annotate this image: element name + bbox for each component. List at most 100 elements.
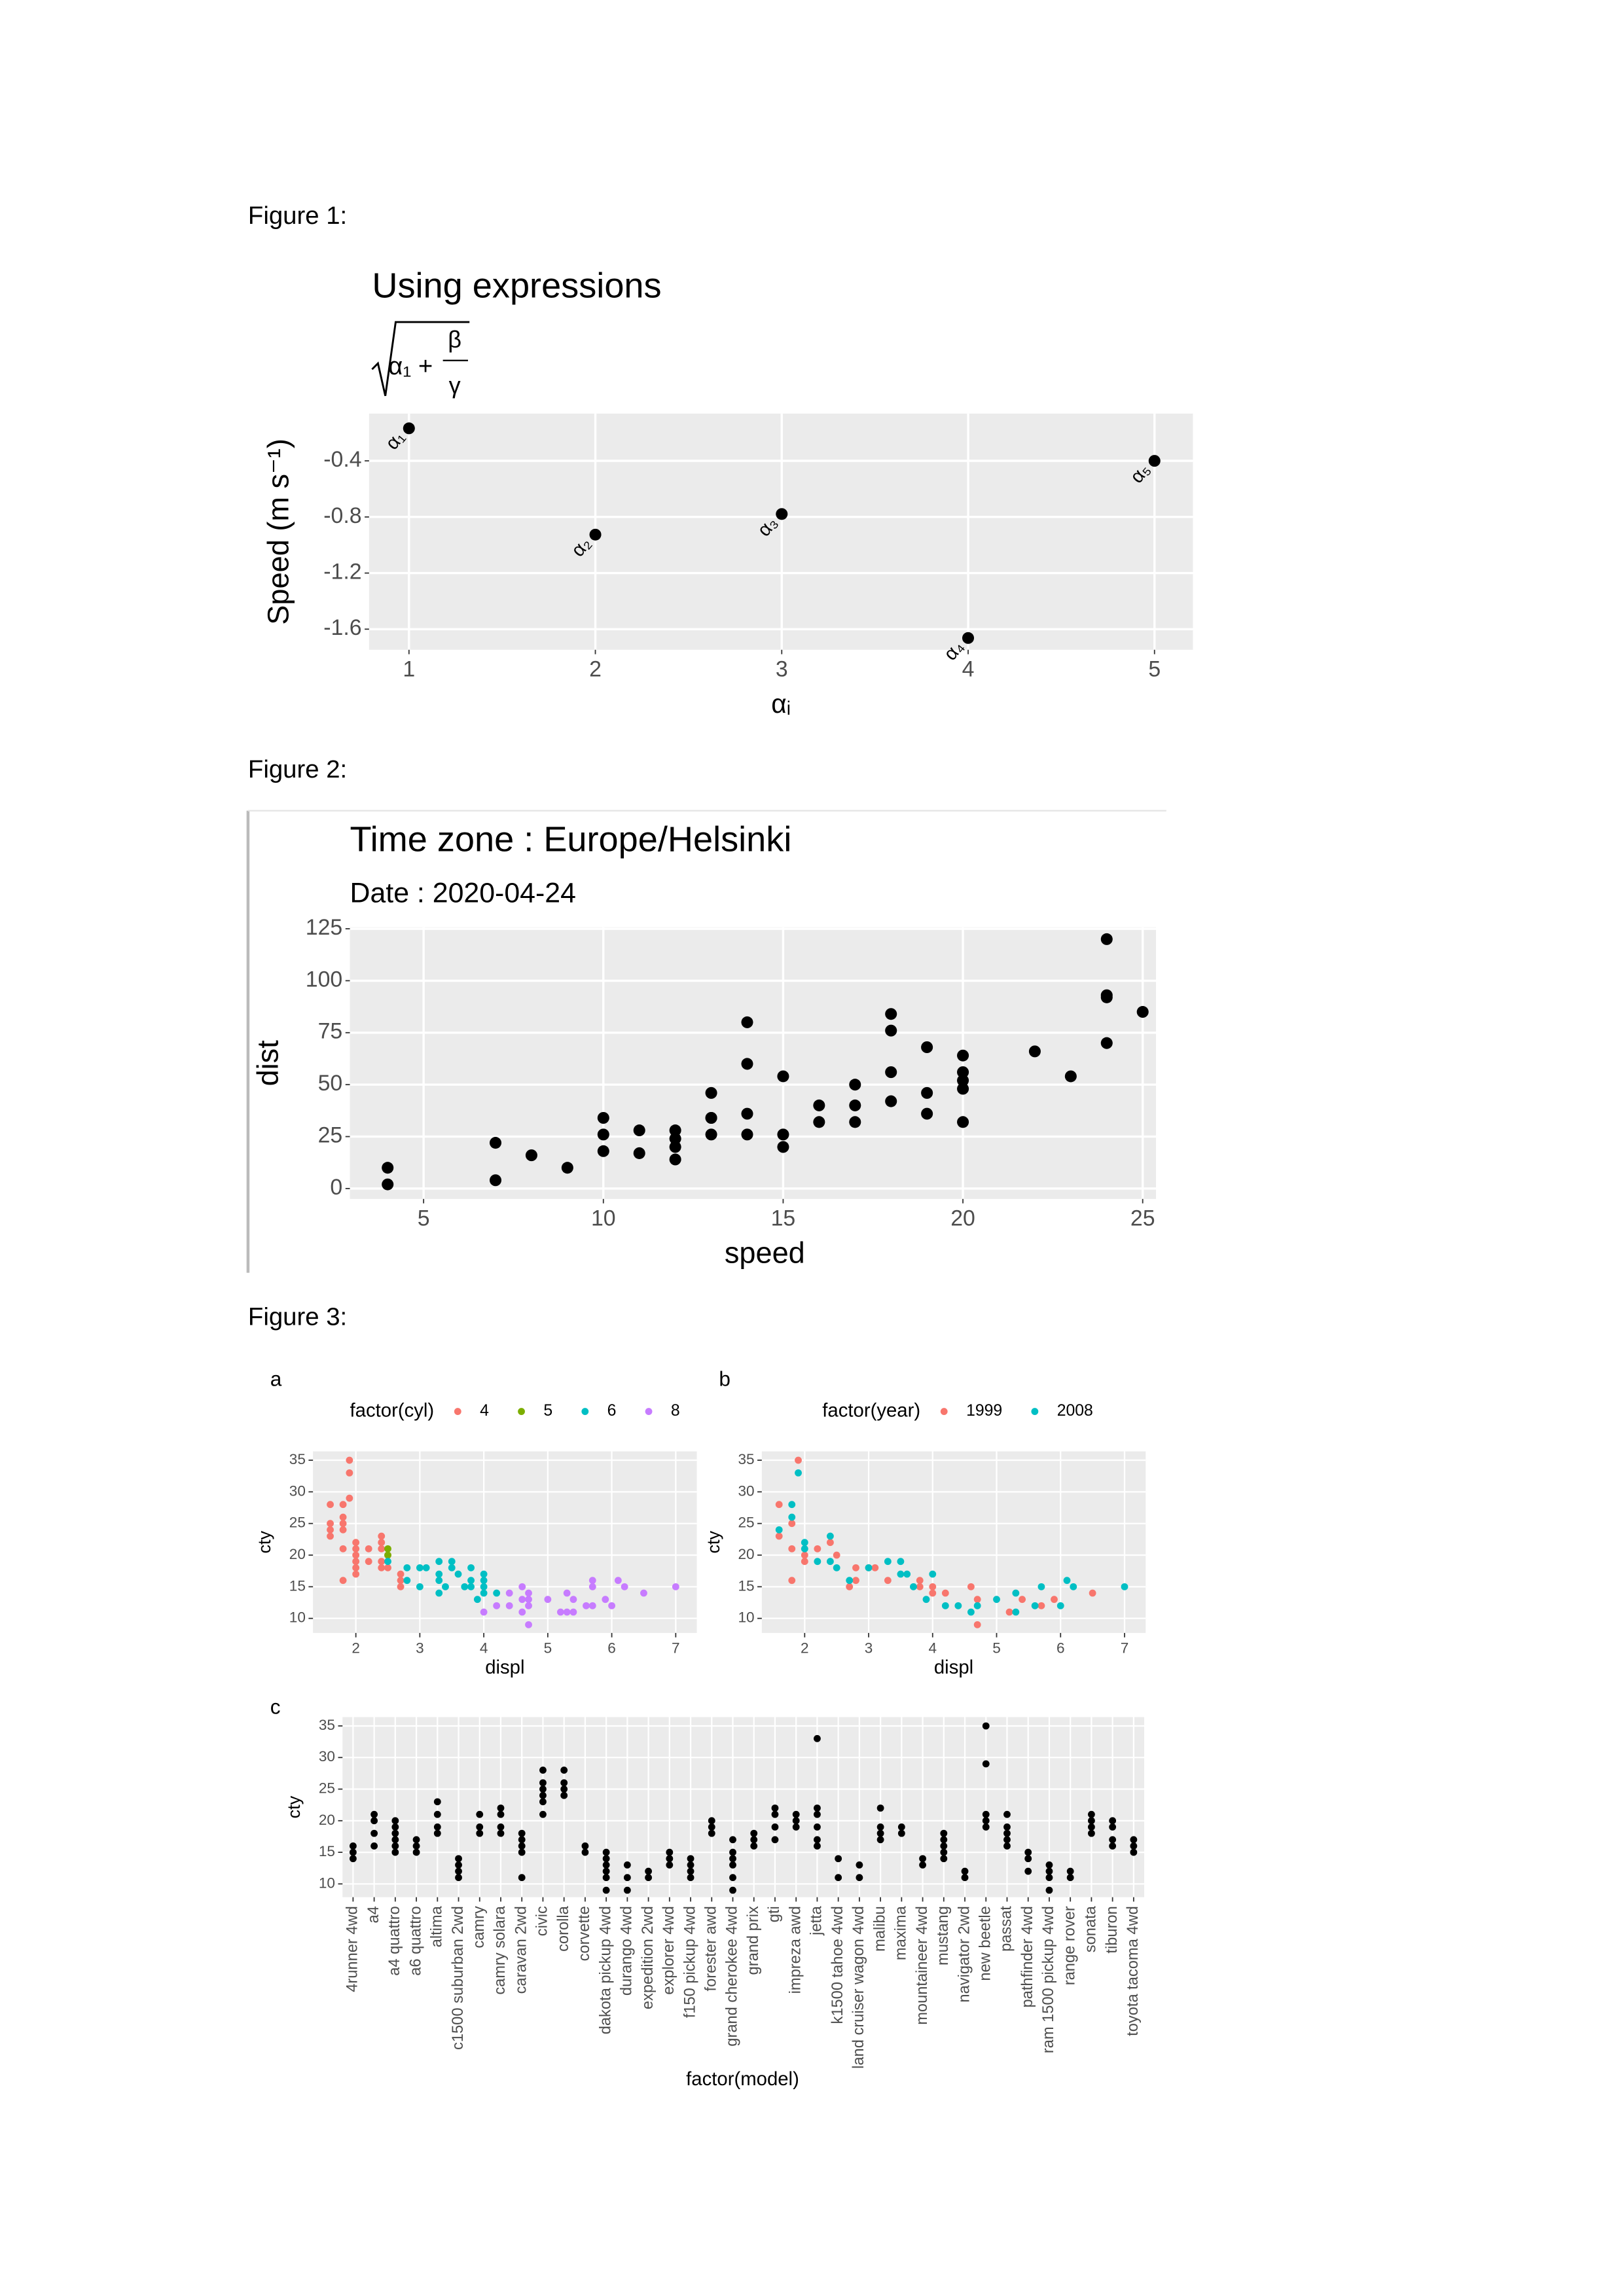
point (729, 1855, 736, 1863)
x-axis-label: factor(model) (686, 2068, 799, 2090)
point (940, 1829, 948, 1837)
y-tick-label: 10 (738, 1609, 754, 1626)
x-tick-label: sonata (1083, 1905, 1100, 1952)
point (940, 1842, 948, 1850)
y-tick-label: 125 (306, 915, 342, 940)
y-tick-label: 30 (319, 1748, 335, 1765)
y-tick-label: 20 (738, 1546, 754, 1562)
point (741, 1107, 753, 1120)
point (814, 1823, 821, 1831)
point (602, 1596, 609, 1604)
point (1066, 1867, 1074, 1875)
point (412, 1842, 420, 1850)
point (957, 1049, 969, 1062)
legend-swatch (1031, 1408, 1039, 1416)
point (435, 1558, 443, 1566)
legend-label: 8 (671, 1402, 680, 1420)
x-tick-label: land cruiser wagon 4wd (850, 1906, 867, 2069)
point (476, 1810, 484, 1818)
y-tick-label: -1.6 (323, 615, 361, 640)
point (826, 1558, 834, 1566)
x-tick-label: k1500 tahoe 4wd (829, 1906, 846, 2024)
y-tick-label: 15 (319, 1843, 335, 1859)
point (352, 1551, 360, 1559)
point (633, 1124, 645, 1137)
x-tick-label: 5 (992, 1640, 1001, 1657)
point (852, 1564, 859, 1571)
x-tick-label: navigator 2wd (956, 1906, 973, 2002)
point (814, 1842, 821, 1850)
y-axis-label: cty (284, 1795, 304, 1818)
point (442, 1583, 449, 1590)
point (884, 1558, 892, 1566)
point (1019, 1596, 1026, 1604)
point (919, 1855, 926, 1863)
point (1087, 1817, 1095, 1825)
point (384, 1558, 391, 1566)
x-axis-label: displ (485, 1657, 524, 1678)
point (480, 1577, 488, 1585)
subtitle: α₁ + (388, 352, 433, 380)
point (788, 1545, 796, 1552)
y-axis-label: cty (704, 1530, 723, 1553)
x-tick-label: impreza awd (787, 1906, 804, 1994)
y-tick-label: 10 (289, 1609, 306, 1626)
point (489, 1137, 502, 1149)
point (666, 1855, 674, 1863)
point (814, 1734, 821, 1742)
point (597, 1128, 609, 1141)
point (518, 1583, 526, 1590)
point (518, 1848, 526, 1856)
point (1087, 1823, 1095, 1831)
point (885, 1008, 897, 1020)
point (729, 1874, 736, 1882)
point (876, 1823, 884, 1831)
point (391, 1823, 399, 1831)
point (480, 1608, 488, 1616)
point (1109, 1817, 1117, 1825)
point (581, 1842, 589, 1850)
legend-label: 5 (543, 1402, 552, 1420)
point (897, 1558, 905, 1566)
point (397, 1583, 405, 1590)
legend-label: 4 (480, 1402, 489, 1420)
point (957, 1066, 969, 1079)
point (708, 1823, 715, 1831)
point (777, 1141, 789, 1153)
y-tick-label: 15 (738, 1577, 754, 1594)
point (339, 1577, 347, 1585)
point (382, 1178, 394, 1191)
x-tick-label: malibu (871, 1906, 888, 1952)
point (922, 1596, 930, 1604)
legend-label: 6 (607, 1402, 617, 1420)
point (741, 1058, 753, 1070)
legend-swatch (454, 1408, 461, 1416)
point (801, 1558, 808, 1566)
point (378, 1545, 386, 1552)
point (835, 1855, 842, 1863)
legend-label: 1999 (966, 1402, 1002, 1420)
point (416, 1564, 424, 1571)
point (910, 1583, 917, 1590)
point (750, 1842, 758, 1850)
point (1064, 1070, 1077, 1083)
point (602, 1848, 610, 1856)
x-tick-label: f150 pickup 4wd (681, 1906, 698, 2018)
point (422, 1564, 430, 1571)
x-tick-label: gti (766, 1906, 783, 1922)
point (518, 1608, 526, 1616)
point (1130, 1842, 1138, 1850)
point (412, 1836, 420, 1844)
point (346, 1494, 353, 1502)
point (365, 1558, 372, 1566)
point (973, 1621, 981, 1628)
point (973, 1602, 981, 1609)
point (729, 1861, 736, 1869)
x-axis-label: αᵢ (771, 689, 791, 719)
point (1045, 1861, 1053, 1869)
point (433, 1823, 441, 1831)
y-tick-label: 0 (330, 1175, 342, 1200)
point (560, 1767, 568, 1774)
subtitle: Date : 2020-04-24 (350, 878, 576, 909)
point (876, 1829, 884, 1837)
